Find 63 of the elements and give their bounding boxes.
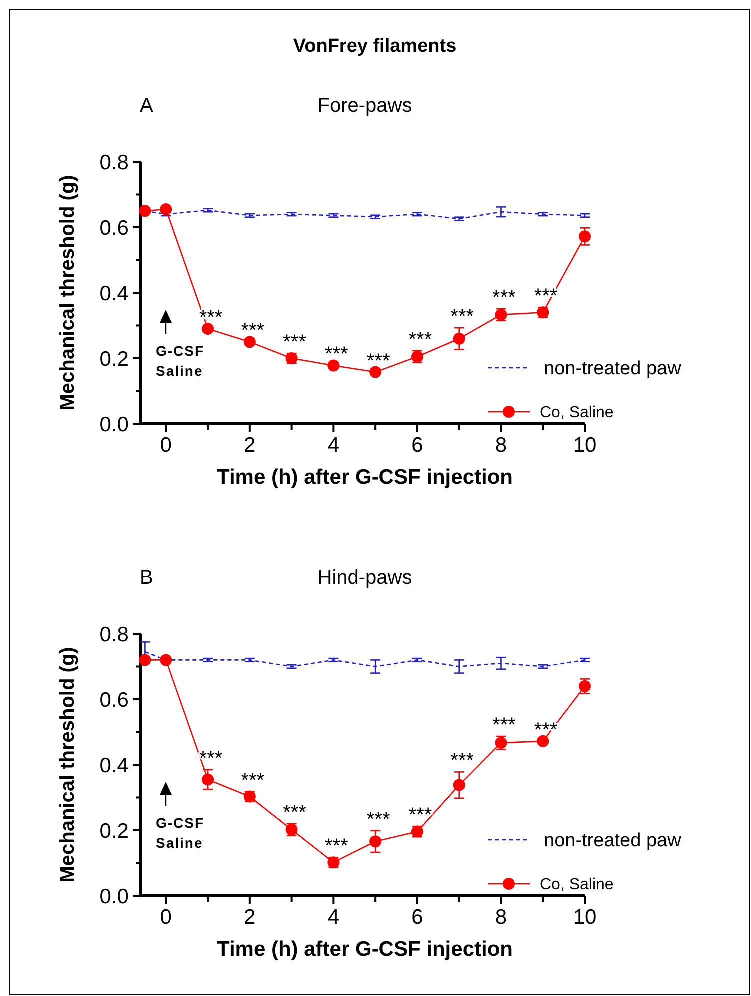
legend-label: non-treated paw	[544, 830, 682, 852]
annotation: ***	[492, 287, 516, 310]
point	[160, 203, 172, 216]
annotation: ***	[241, 770, 265, 792]
x-tick-label: 2	[244, 906, 256, 929]
point	[328, 360, 340, 372]
annotation: G-CSF Saline	[156, 815, 205, 851]
x-tick-label: 0	[160, 906, 172, 929]
x-tick-label: 4	[328, 434, 340, 457]
point	[139, 205, 152, 218]
y-tick-label: 0.4	[100, 754, 130, 778]
point	[202, 774, 214, 786]
y-tick-label: 0.0	[100, 885, 129, 908]
annotation: ***	[492, 714, 516, 737]
x-tick-label: 2	[244, 434, 256, 457]
annotation: G-CSF Saline	[156, 343, 205, 379]
x-axis-title: Time (h) after G-CSF injection	[217, 466, 513, 489]
annotation: ***	[283, 802, 307, 824]
y-axis-title: Mechanical threshold (g)	[57, 175, 79, 411]
y-tick-label: 0.6	[100, 688, 129, 712]
annotation: ***	[366, 808, 390, 831]
y-tick-label: 0.2	[100, 820, 129, 843]
point	[244, 336, 256, 348]
x-tick-label: 6	[412, 906, 424, 929]
legend-label: Co, Saline	[540, 876, 614, 894]
x-tick-label: 6	[412, 434, 424, 457]
text: B	[140, 567, 154, 589]
annotation: ***	[325, 836, 349, 858]
point	[453, 332, 466, 345]
x-tick-label: 8	[495, 906, 508, 929]
annotation: ***	[408, 804, 432, 827]
point	[453, 779, 466, 792]
x-tick-label: 0	[160, 434, 172, 457]
y-tick-label: 0.4	[100, 282, 130, 306]
legend-label: Co, Saline	[540, 404, 614, 422]
x-tick-label: 4	[328, 906, 340, 929]
chart-title: VonFrey filaments	[293, 36, 457, 57]
annotation: ***	[408, 328, 432, 351]
annotation: ***	[325, 344, 349, 366]
x-tick-label: 10	[573, 906, 597, 929]
annotation: ***	[366, 350, 390, 372]
legend-label: non-treated paw	[544, 358, 682, 380]
y-tick-label: 0.6	[100, 216, 129, 240]
y-tick-label: 0.8	[100, 623, 129, 646]
chart-subtitle: Hind-paws	[318, 567, 412, 589]
chart-subtitle: Fore-paws	[318, 95, 412, 117]
annotation: ***	[283, 332, 307, 354]
annotation: ***	[450, 306, 474, 328]
annotation: ***	[450, 750, 474, 772]
x-tick-label: 10	[573, 434, 597, 457]
x-axis-title: Time (h) after G-CSF injection	[217, 938, 513, 961]
point	[370, 836, 382, 848]
y-tick-label: 0.0	[100, 413, 129, 436]
y-axis-title: Mechanical threshold (g)	[57, 647, 79, 883]
point	[160, 654, 172, 666]
x-tick-label: 8	[495, 434, 508, 457]
y-tick-label: 0.2	[100, 348, 129, 371]
point	[139, 654, 152, 666]
annotation: ***	[241, 320, 265, 342]
point	[579, 230, 591, 243]
point	[370, 366, 382, 378]
y-tick-label: 0.8	[100, 151, 129, 174]
text: A	[140, 95, 154, 117]
